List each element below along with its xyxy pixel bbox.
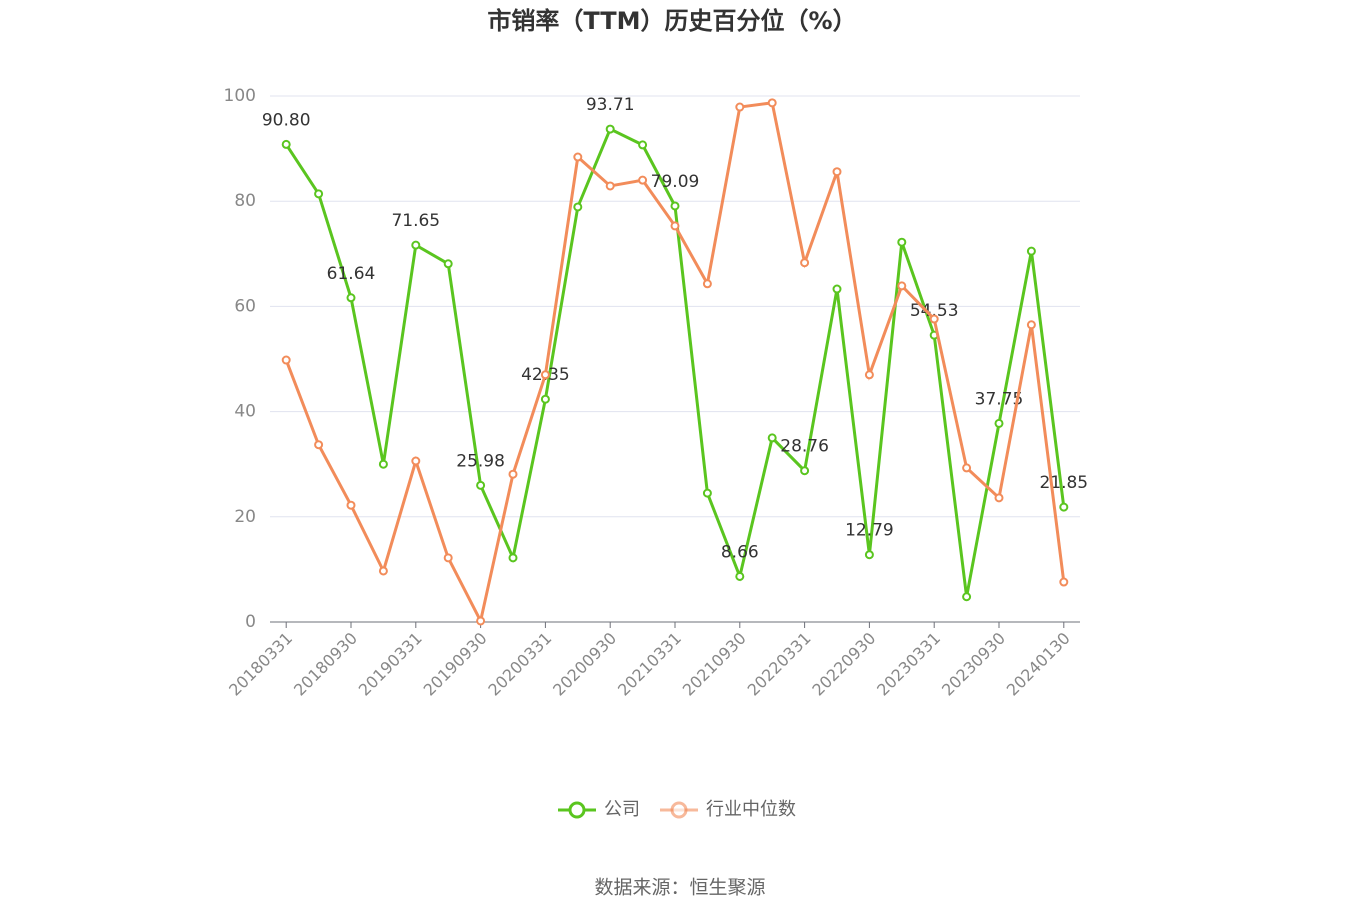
data-label: 25.98 [456,451,505,471]
data-point [443,553,453,563]
data-point [767,433,777,443]
data-label: 61.64 [327,264,376,284]
y-tick-label: 0 [245,612,256,632]
x-tick-label: 20220331 [744,629,815,700]
x-tick-label: 20190331 [355,629,426,700]
data-point [994,418,1004,428]
legend-marker [568,801,586,819]
data-point [832,284,842,294]
y-tick-label: 20 [234,507,256,527]
y-tick-label: 80 [234,191,256,211]
legend-label: 行业中位数 [706,799,796,820]
series-line [284,127,1066,598]
data-point [897,281,907,291]
x-tick-label: 20220930 [808,629,879,700]
data-point [573,202,583,212]
x-tick-label: 20190930 [420,629,491,700]
data-label: 12.79 [845,521,894,541]
source: 数据来源：恒生聚源 [594,877,765,899]
data-label: 8.66 [721,542,759,562]
chart-title: 市销率（TTM）历史百分位（%） [487,7,856,35]
x-tick-label: 20210930 [679,629,750,700]
data-point [638,140,648,150]
data-point [962,592,972,602]
data-point [864,550,874,560]
data-point [314,189,324,199]
data-point [897,237,907,247]
data-point [1059,502,1069,512]
data-point [702,279,712,289]
data-point [281,139,291,149]
data-point [605,124,615,134]
data-point [929,314,939,324]
data-point [670,201,680,211]
x-tick-label: 20210331 [614,629,685,700]
y-tick-label: 40 [234,402,256,422]
legend-marker [670,801,688,819]
data-label: 71.65 [391,211,440,231]
data-point [508,553,518,563]
data-point [800,466,810,476]
data-point [994,493,1004,503]
x-tick-label: 20230930 [938,629,1009,700]
data-point [378,566,388,576]
data-point [573,152,583,162]
data-point [1026,320,1036,330]
data-label: 93.71 [586,95,635,115]
data-point [1026,246,1036,256]
data-point [540,370,550,380]
y-tick-label: 100 [224,86,256,106]
data-point [346,293,356,303]
y-tick-label: 60 [234,296,256,316]
x-tick-label: 20230331 [873,629,944,700]
data-label: 21.85 [1039,473,1088,493]
data-point [767,98,777,108]
data-point [476,616,486,626]
data-point [864,370,874,380]
x-tick-label: 20240130 [1003,629,1074,700]
data-label: 37.75 [975,389,1024,409]
data-point [702,488,712,498]
x-tick-label: 20200930 [549,629,620,700]
data-point [735,571,745,581]
data-point [605,181,615,191]
x-tick-label: 20180930 [290,629,361,700]
data-label: 90.80 [262,110,311,130]
legend-label: 公司 [604,799,640,820]
x-tick-label: 20200331 [484,629,555,700]
x-tick-label: 20180331 [225,629,296,700]
data-point [962,463,972,473]
data-point [670,221,680,231]
data-label: 79.09 [651,172,700,192]
data-label: 28.76 [780,437,829,457]
data-point [508,469,518,479]
data-point [314,440,324,450]
data-point [540,394,550,404]
data-point [443,259,453,269]
data-point [638,175,648,185]
data-point [411,456,421,466]
data-point [832,167,842,177]
data-point [735,102,745,112]
data-point [411,240,421,250]
data-point [378,459,388,469]
data-point [346,500,356,510]
data-point [281,355,291,365]
data-point [1059,577,1069,587]
data-point [800,258,810,268]
data-point [476,480,486,490]
